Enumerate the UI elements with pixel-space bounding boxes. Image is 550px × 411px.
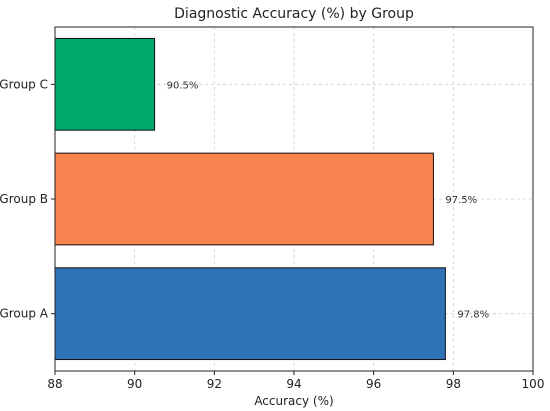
x-tick-label: 94 bbox=[286, 377, 301, 391]
bar-group-b bbox=[54, 152, 434, 246]
bar-value-label: 97.5% bbox=[445, 195, 477, 206]
x-tick-label: 92 bbox=[207, 377, 222, 391]
x-axis-title: Accuracy (%) bbox=[254, 394, 333, 408]
y-tick-label: Group C bbox=[0, 77, 48, 91]
bar-group-c bbox=[54, 37, 156, 131]
chart-title: Diagnostic Accuracy (%) by Group bbox=[174, 6, 414, 22]
bars: 97.8% 97.5% 90.5% bbox=[54, 37, 489, 361]
bar-value-label: 90.5% bbox=[167, 80, 199, 91]
y-tick-label: Group A bbox=[0, 307, 49, 321]
x-tick-label: 96 bbox=[366, 377, 381, 391]
bar-value-label: 97.8% bbox=[457, 310, 489, 321]
x-tick-label: 100 bbox=[522, 377, 545, 391]
axes: Group A Group B Group C 88 90 92 94 96 98 100 bbox=[0, 26, 545, 391]
x-tick-label: 98 bbox=[446, 377, 461, 391]
x-tick-label: 88 bbox=[47, 377, 62, 391]
bar-group-a bbox=[54, 267, 446, 361]
x-tick-label: 90 bbox=[127, 377, 142, 391]
y-tick-label: Group B bbox=[0, 192, 48, 206]
